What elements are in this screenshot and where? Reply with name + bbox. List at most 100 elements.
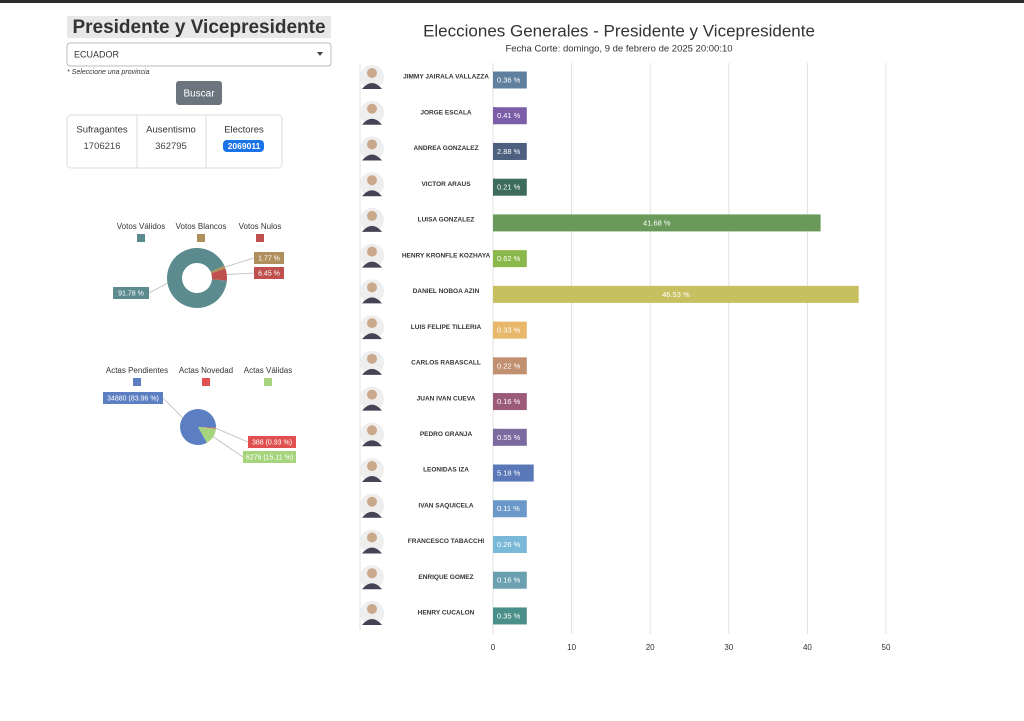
candidate-photo-body — [362, 297, 382, 304]
x-tick-label: 20 — [646, 643, 655, 652]
chart-title: Elecciones Generales - Presidente y Vice… — [423, 21, 815, 40]
value-label: 6276 (15.11 %) — [246, 454, 293, 461]
pie-slice — [167, 248, 227, 309]
candidate-photo-head — [367, 532, 377, 543]
page-title: Presidente y Vicepresidente — [72, 17, 325, 38]
category-label: JUAN IVAN CUEVA — [417, 395, 476, 402]
category-label: JIMMY JAIRALA VALLAZZA — [403, 74, 489, 81]
stat-label: Sufragantes — [76, 125, 127, 136]
value-label-box — [493, 142, 527, 160]
legend-label: Votos Válidos — [117, 222, 165, 231]
candidate-photo-head — [367, 139, 377, 150]
category-label: ANDREA GONZALEZ — [413, 145, 478, 152]
category-label: LEONIDAS IZA — [423, 467, 469, 474]
value-label-box — [493, 71, 527, 89]
value-label: 46.53 % — [662, 290, 690, 299]
candidate-photo-head — [367, 603, 377, 614]
title-box — [67, 16, 331, 38]
value-label: 0.35 % — [497, 611, 521, 620]
leader-line — [226, 272, 255, 275]
category-label: PEDRO GRANJA — [420, 431, 473, 438]
legend-swatch — [202, 378, 210, 386]
candidate-photo-head — [367, 568, 377, 579]
leader-line — [212, 436, 244, 458]
candidate-photo-body — [362, 476, 382, 483]
search-button-label[interactable]: Buscar — [183, 89, 215, 100]
pie-slice — [198, 427, 216, 443]
legend-swatch — [264, 378, 272, 386]
legend-label: Actas Novedad — [179, 366, 233, 375]
candidate-photo-body — [362, 618, 382, 625]
x-tick-label: 10 — [567, 643, 576, 652]
value-label: 0.11 % — [497, 504, 520, 513]
candidate-photo-body — [362, 154, 382, 161]
value-label-box — [254, 267, 284, 279]
value-label: 0.16 % — [497, 397, 521, 406]
candidate-photo-body — [362, 547, 382, 554]
pie-slice — [211, 268, 227, 281]
category-label: DANIEL NOBOA AZIN — [413, 288, 480, 295]
bar — [493, 285, 859, 303]
value-label-box — [493, 250, 527, 268]
select-box[interactable] — [66, 42, 332, 67]
legend-swatch — [133, 378, 141, 386]
value-label-box — [248, 436, 296, 448]
category-label: CARLOS RABASCALL — [411, 360, 481, 367]
candidate-photo-head — [367, 68, 377, 78]
value-label-box — [493, 464, 527, 482]
value-label-box — [493, 500, 527, 518]
search-button[interactable] — [176, 81, 222, 105]
leader-line — [224, 257, 255, 268]
x-tick-label: 0 — [491, 643, 496, 652]
leader-line — [162, 397, 183, 418]
value-label: 0.41 % — [497, 111, 521, 120]
category-label: VICTOR ARAUS — [421, 181, 471, 188]
pie-slice — [210, 265, 226, 274]
value-label-box — [254, 252, 284, 264]
value-label: 34880 (83.96 %) — [107, 395, 159, 402]
stats-box — [66, 114, 283, 169]
candidate-photo-head — [367, 282, 377, 293]
stat-value: 362795 — [155, 141, 187, 152]
value-label-box — [103, 392, 163, 404]
legend-label: Actas Pendientes — [106, 366, 168, 375]
candidate-photo-body — [362, 261, 382, 268]
candidate-photo-head — [367, 246, 377, 257]
legend-label: Votos Nulos — [239, 222, 282, 231]
value-label: 0.55 % — [497, 433, 521, 442]
candidate-photo-body — [362, 225, 382, 232]
candidate-photo-head — [367, 175, 377, 186]
value-label: 0.26 % — [497, 540, 521, 549]
category-label: LUISA GONZALEZ — [418, 217, 475, 224]
value-label-box — [493, 107, 527, 125]
candidate-photo-head — [367, 425, 377, 436]
value-label: 0.16 % — [497, 576, 521, 585]
value-label-box — [113, 287, 149, 299]
candidate-photo-head — [367, 103, 377, 114]
candidate-photo-head — [367, 318, 377, 329]
candidate-photo-body — [362, 511, 382, 518]
x-tick-label: 50 — [882, 643, 891, 652]
legend-swatch — [137, 234, 145, 242]
candidate-photo-head — [367, 461, 377, 472]
select-arrow[interactable] — [317, 52, 323, 56]
value-label: 41.68 % — [643, 218, 671, 227]
x-tick-label: 30 — [724, 643, 733, 652]
stat-value: 1706216 — [84, 141, 121, 152]
stat-badge — [223, 140, 264, 152]
candidate-photo-body — [362, 190, 382, 197]
candidate-photo-head — [367, 496, 377, 507]
candidate-photo-body — [362, 440, 382, 447]
stat-label: Ausentismo — [146, 125, 196, 136]
value-label-box — [493, 178, 527, 196]
chart-subtitle: Fecha Corte: domingo, 9 de febrero de 20… — [505, 44, 732, 55]
value-label-box — [243, 451, 296, 463]
legend-swatch — [197, 234, 205, 242]
value-label: 5.18 % — [497, 469, 521, 478]
value-label-box — [493, 357, 527, 375]
value-label: 0.22 % — [497, 361, 521, 370]
value-label: 0.62 % — [497, 254, 521, 263]
select-value[interactable]: ECUADOR — [74, 49, 120, 59]
province-select[interactable]: ECUADOR — [66, 42, 332, 67]
